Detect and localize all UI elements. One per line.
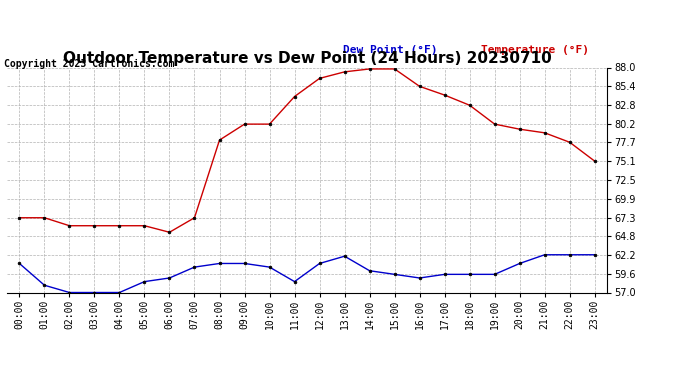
Title: Outdoor Temperature vs Dew Point (24 Hours) 20230710: Outdoor Temperature vs Dew Point (24 Hou… xyxy=(63,51,551,66)
Text: Dew Point (°F): Dew Point (°F) xyxy=(343,45,437,55)
Text: Temperature (°F): Temperature (°F) xyxy=(481,45,589,55)
Text: Copyright 2023 Cartronics.com: Copyright 2023 Cartronics.com xyxy=(4,58,175,69)
